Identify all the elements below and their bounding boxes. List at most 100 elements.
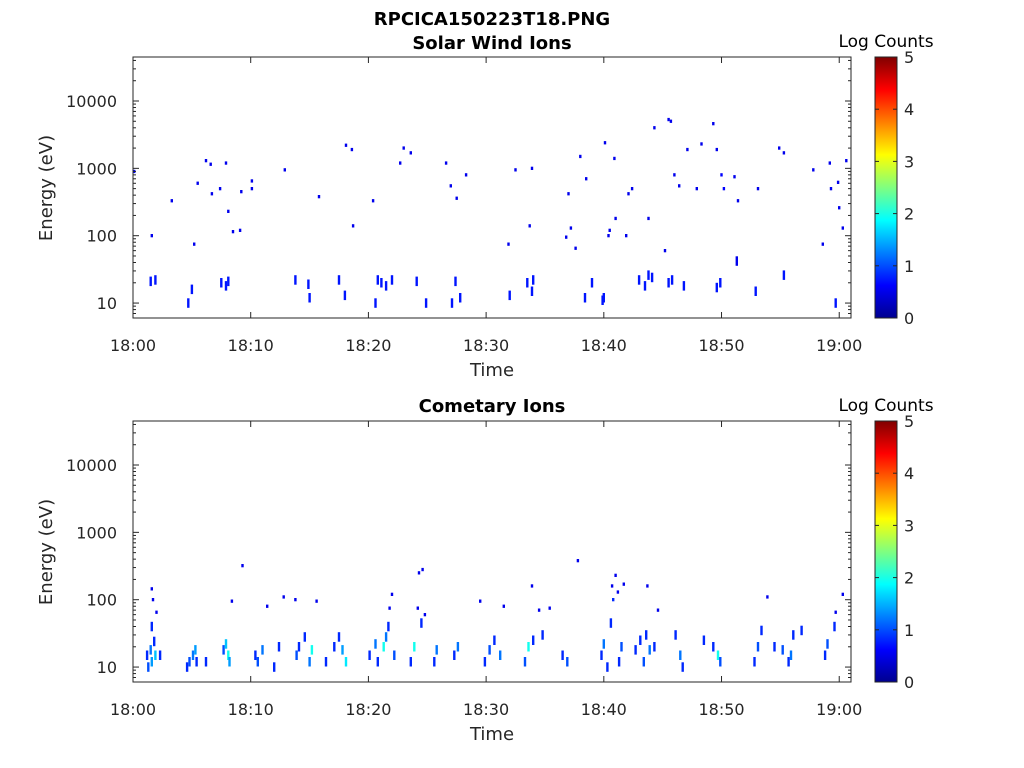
heatmap-cell xyxy=(154,275,157,285)
heatmap-cell xyxy=(227,209,230,213)
heatmap-cell xyxy=(576,559,580,563)
heatmap-cell xyxy=(282,595,285,599)
plot-frame xyxy=(132,420,852,683)
heatmap-cell xyxy=(841,592,844,596)
x-tick-label: 18:50 xyxy=(698,336,744,355)
colorbar-tick-label: 3 xyxy=(904,152,914,171)
heatmap-cell xyxy=(266,604,269,608)
heatmap-cell xyxy=(622,582,625,586)
heatmap-cell xyxy=(838,206,841,210)
x-ticks: 18:00 18:10 18:20 18:30 18:40 18:50 19:00 xyxy=(110,421,862,719)
heatmap-cell xyxy=(191,650,195,660)
heatmap-cell xyxy=(250,179,254,183)
heatmap-cell xyxy=(416,606,419,610)
heatmap-cell xyxy=(569,226,573,230)
heatmap-cell xyxy=(150,234,153,238)
heatmap-cell xyxy=(719,657,722,667)
heatmap-cell xyxy=(209,162,212,166)
heatmap-cell xyxy=(294,598,297,602)
heatmap-cell xyxy=(384,632,388,642)
heatmap-cell xyxy=(409,657,412,667)
heatmap-cell xyxy=(149,645,152,655)
heatmap-cell xyxy=(781,645,784,655)
heatmap-cell xyxy=(530,286,534,296)
heatmap-cell xyxy=(344,657,348,667)
heatmap-cell xyxy=(602,639,605,649)
heatmap-cell xyxy=(681,662,684,672)
cometary-panel: Cometary Ions 18:00 18:10 18:20 18:30 18:40 1… xyxy=(36,396,934,745)
heatmap-cell xyxy=(823,650,827,660)
heatmap-cell xyxy=(273,662,276,672)
heatmap-cell xyxy=(374,639,377,649)
heatmap-cell xyxy=(715,282,718,293)
colorbar-tick-label: 3 xyxy=(904,516,914,535)
heatmap-cell xyxy=(612,598,615,602)
heatmap-cell xyxy=(561,650,564,660)
heatmap-cell xyxy=(670,275,674,285)
heatmap-cell xyxy=(423,613,427,617)
heatmap-cell xyxy=(368,650,371,660)
heatmap-cell xyxy=(650,272,654,283)
heatmap-cell xyxy=(678,184,681,188)
colorbar-tick-label: 4 xyxy=(904,100,914,119)
y-tick-label: 10000 xyxy=(66,92,117,111)
heatmap-cell xyxy=(204,159,208,163)
heatmap-cell xyxy=(778,146,781,150)
heatmap-cell xyxy=(195,657,198,667)
heatmap-cell xyxy=(733,175,736,179)
x-tick-label: 19:00 xyxy=(816,700,862,719)
heatmap-cell xyxy=(413,642,416,652)
x-tick-label: 18:20 xyxy=(345,336,391,355)
x-tick-label: 18:40 xyxy=(581,700,627,719)
heatmap-cell xyxy=(673,173,676,177)
heatmap-cell xyxy=(667,278,670,288)
heatmap-cell xyxy=(836,180,840,184)
x-tick-label: 18:40 xyxy=(581,336,627,355)
colorbar-tick-label: 5 xyxy=(904,412,914,431)
heatmap-cell xyxy=(227,650,230,660)
colorbar-tick-label: 5 xyxy=(904,48,914,67)
heatmap-cell xyxy=(720,173,723,177)
heatmap-cell xyxy=(630,187,634,191)
heatmap-cell xyxy=(527,642,530,652)
heatmap-cell xyxy=(479,599,482,603)
heatmap-cell xyxy=(537,608,541,612)
heatmap-cell xyxy=(702,635,706,645)
heatmap-cell xyxy=(456,642,460,652)
heatmap-cell xyxy=(642,657,645,667)
y-axis-label: Energy (eV) xyxy=(36,499,57,605)
heatmap-cell xyxy=(393,650,396,660)
heatmap-cell xyxy=(147,662,150,672)
heatmap-cell xyxy=(224,281,228,291)
y-tick-label: 10 xyxy=(97,658,117,677)
heatmap-cell xyxy=(337,275,341,285)
heatmap-cell xyxy=(254,650,257,660)
heatmap-cell xyxy=(224,639,228,649)
heatmap-cell xyxy=(514,168,517,172)
x-tick-label: 18:10 xyxy=(228,336,274,355)
heatmap-cell xyxy=(454,276,457,287)
heatmap-cell xyxy=(609,618,613,628)
x-tick-label: 18:00 xyxy=(110,336,156,355)
x-tick-label: 19:00 xyxy=(816,336,862,355)
heatmap-cell xyxy=(753,657,756,667)
heatmap-cell xyxy=(238,228,242,232)
heatmap-cell xyxy=(499,650,502,660)
colorbar-tick-label: 0 xyxy=(904,673,914,692)
heatmap-cell xyxy=(528,224,531,228)
heatmap-cell xyxy=(583,293,587,303)
heatmap-cell xyxy=(187,298,190,308)
heatmap-cell xyxy=(700,142,703,146)
heatmap-cell xyxy=(585,177,588,181)
heatmap-cell xyxy=(792,630,795,640)
heatmap-cell xyxy=(523,657,527,667)
solar-wind-panel: Solar Wind Ions 18:00 18:10 18:20 18:30 18:4… xyxy=(36,32,934,381)
y-axis-label: Energy (eV) xyxy=(36,135,57,241)
figure-title: RPCICA150223T18.PNG xyxy=(374,9,610,30)
heatmap-cell xyxy=(450,298,454,308)
heatmap-cell xyxy=(608,228,611,232)
colorbar xyxy=(874,420,898,683)
heatmap-cell xyxy=(344,143,348,147)
heatmap-cell xyxy=(639,635,642,645)
